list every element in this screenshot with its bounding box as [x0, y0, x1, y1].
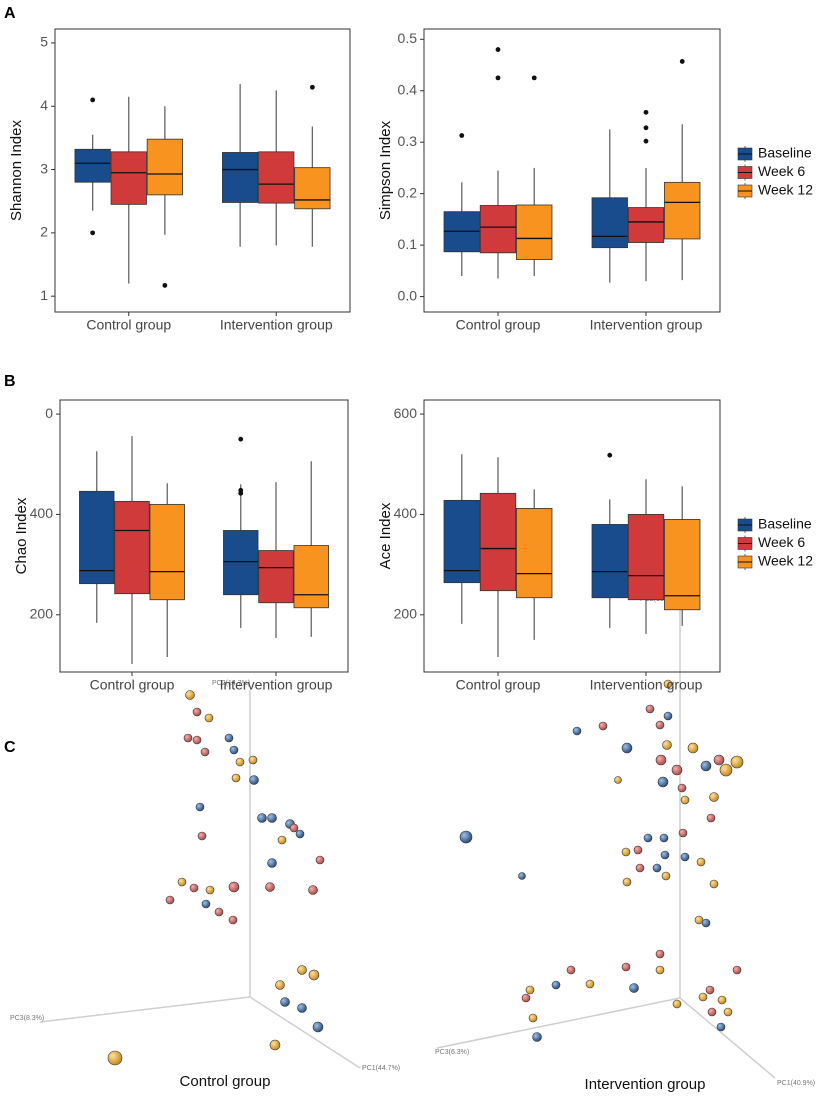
y-tick-label: 0.1	[398, 236, 418, 252]
x-tick-label: Intervention group	[590, 677, 703, 693]
box	[222, 152, 259, 203]
outlier	[162, 283, 168, 288]
pcoa-points	[459, 679, 744, 1042]
y-tick-label: 400	[394, 505, 418, 521]
plot-frame	[423, 28, 721, 313]
box	[664, 181, 701, 240]
x-tick-label: Control group	[90, 677, 175, 693]
y-tick-label: 1	[40, 287, 48, 303]
pcoa-title: Control group	[180, 1073, 271, 1090]
box	[516, 204, 553, 260]
y-tick-label: 200	[30, 605, 54, 621]
box	[114, 500, 150, 595]
x-tick-label: Control group	[456, 317, 541, 333]
pcoa-points	[107, 690, 325, 1066]
y-tick-label: 0	[45, 405, 53, 421]
axis	[249, 996, 361, 1069]
box	[516, 507, 553, 599]
outlier	[607, 452, 613, 458]
box	[258, 550, 294, 604]
x-tick-label: Control group	[456, 677, 541, 693]
outlier	[459, 133, 465, 138]
axis-label: PC1(44.7%)	[362, 1065, 400, 1072]
axis	[436, 997, 681, 1049]
y-tick-label: 0.4	[398, 81, 418, 97]
legend-label: Week 6	[758, 163, 805, 179]
axis-label: PC1(40.9%)	[777, 1080, 815, 1087]
box	[258, 151, 295, 204]
plot-frame	[54, 28, 351, 313]
box	[293, 545, 329, 609]
axis-label: PC2(14.7%)	[212, 680, 250, 687]
box	[149, 503, 185, 601]
axis	[679, 997, 776, 1079]
box	[294, 167, 331, 210]
y-axis-label: Simpson Index	[377, 120, 394, 220]
axis-label: PC3(8.3%)	[10, 1015, 44, 1022]
outlier	[238, 487, 244, 493]
pcoa-title: Intervention group	[585, 1076, 706, 1093]
box	[591, 197, 628, 249]
panel-label: A	[4, 5, 16, 22]
box	[591, 524, 628, 599]
y-axis-label: Shannon Index	[8, 120, 25, 221]
box	[627, 514, 665, 601]
axis-label: PC3(6.3%)	[435, 1049, 469, 1056]
box	[664, 519, 701, 611]
x-tick-label: Intervention group	[220, 677, 333, 693]
y-axis-label: Ace Index	[377, 502, 394, 569]
legend-label: Week 6	[758, 534, 805, 550]
box	[627, 207, 665, 243]
outlier	[531, 75, 537, 81]
axis	[39, 996, 251, 1023]
outlier	[238, 436, 244, 442]
box	[443, 499, 480, 584]
outlier	[643, 125, 649, 131]
panel-label: C	[4, 739, 16, 756]
x-tick-label: Intervention group	[220, 317, 333, 333]
plot-frame	[59, 399, 349, 673]
legend-label: Baseline	[758, 145, 812, 161]
y-tick-label: 200	[394, 605, 418, 621]
outlier	[90, 97, 96, 103]
y-tick-label: 0.3	[398, 133, 418, 149]
outlier	[643, 109, 649, 115]
outlier	[495, 47, 501, 52]
pcoa-left	[39, 690, 361, 1069]
legend-label: Week 12	[758, 553, 813, 569]
box	[479, 205, 517, 254]
y-tick-label: 600	[394, 405, 418, 421]
box	[223, 530, 259, 596]
legend-label: Baseline	[758, 516, 812, 532]
y-tick-label: 3	[40, 160, 48, 176]
outlier	[495, 75, 501, 81]
x-tick-label: Control group	[86, 317, 171, 333]
y-tick-label: 0.5	[398, 30, 418, 46]
y-tick-label: 0.0	[398, 287, 418, 303]
box	[146, 138, 183, 196]
y-tick-label: 2	[40, 224, 48, 240]
box	[79, 490, 115, 585]
legend-label: Week 12	[758, 182, 813, 198]
y-tick-label: 5	[40, 34, 48, 50]
panel-label: B	[4, 373, 16, 390]
outlier	[679, 59, 685, 64]
outlier	[643, 138, 649, 144]
box	[74, 148, 111, 183]
y-axis-label: Chao Index	[13, 497, 30, 574]
plot-frame	[423, 399, 721, 673]
y-tick-label: 0.2	[398, 184, 418, 200]
pcoa-right	[436, 605, 776, 1079]
y-tick-label: 4	[40, 97, 48, 113]
box	[479, 492, 517, 592]
x-tick-label: Intervention group	[590, 317, 703, 333]
y-tick-label: 400	[30, 505, 54, 521]
outlier	[309, 84, 315, 90]
outlier	[90, 230, 96, 236]
box	[110, 151, 147, 205]
